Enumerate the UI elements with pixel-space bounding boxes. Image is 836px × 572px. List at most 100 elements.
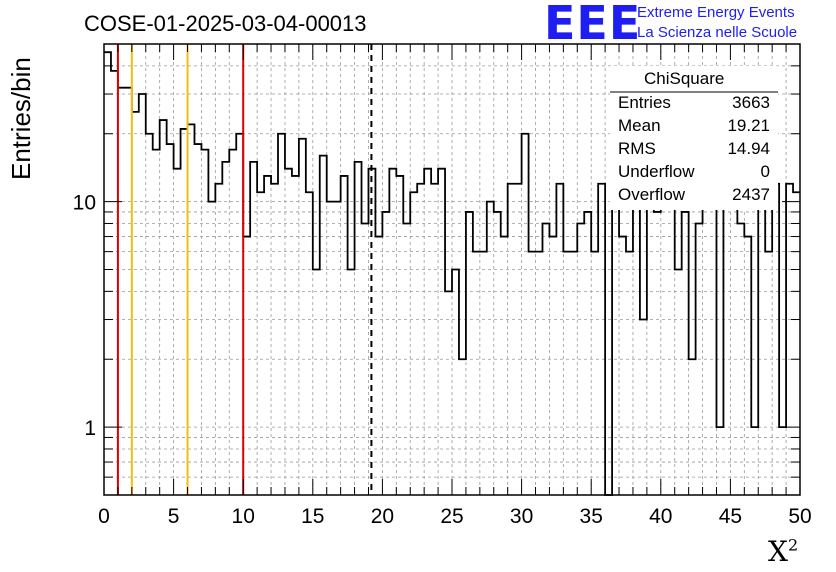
histogram-bin — [696, 223, 703, 495]
histogram-bin — [730, 202, 737, 495]
histogram-bin — [716, 427, 723, 495]
histogram-bin — [201, 150, 208, 495]
histogram-bin — [640, 320, 647, 495]
x-axis-label: X2 — [768, 535, 798, 568]
histogram-bin — [445, 291, 452, 495]
histogram-bin — [508, 184, 515, 495]
histogram-bin — [487, 202, 494, 495]
histogram-bin — [146, 134, 153, 495]
histogram-bin — [250, 162, 257, 495]
eee-logo: EEE — [544, 0, 642, 50]
histogram-bin — [647, 202, 654, 495]
histogram-bin — [389, 169, 396, 495]
histogram-bin — [668, 184, 675, 495]
x-tick-label: 15 — [301, 505, 324, 528]
stats-box — [610, 66, 778, 210]
histogram-bin — [306, 192, 313, 495]
histogram-bin — [522, 134, 529, 495]
histogram-bin — [793, 192, 800, 495]
x-tick-label: 35 — [580, 505, 603, 528]
stats-name: ChiSquare — [644, 69, 725, 88]
histogram-bin — [264, 176, 271, 495]
histogram-bin — [703, 192, 710, 495]
histogram-bin — [396, 176, 403, 495]
x-axis-label-sup: 2 — [787, 535, 799, 555]
histogram-bin — [598, 184, 605, 495]
stats-label: RMS — [618, 139, 656, 158]
histogram-bin — [424, 169, 431, 495]
stats-value: 19.21 — [727, 116, 770, 135]
x-tick-label: 5 — [168, 505, 180, 528]
stats-background — [610, 66, 778, 210]
histogram-bin — [327, 202, 334, 495]
histogram-bin — [417, 184, 424, 495]
y-axis-label: Entries/bin — [6, 57, 36, 180]
histogram-bin — [765, 252, 772, 495]
histogram-bin — [619, 237, 626, 495]
stats-value: 0 — [760, 162, 770, 181]
histogram-bin — [473, 252, 480, 495]
histogram-bin — [675, 270, 682, 496]
x-tick-label: 40 — [649, 505, 672, 528]
histogram-bin — [167, 144, 174, 495]
histogram-bin — [459, 359, 466, 495]
histogram-bin — [271, 184, 278, 495]
chart-title: COSE-01-2025-03-04-00013 — [84, 11, 367, 36]
x-tick-label: 10 — [232, 505, 255, 528]
histogram-bin — [633, 184, 640, 495]
histogram-bin — [751, 427, 758, 495]
histogram-bin — [257, 192, 264, 495]
histogram-bin — [153, 150, 160, 495]
histogram-bin — [737, 223, 744, 495]
histogram-bin — [215, 184, 222, 495]
histogram-bin — [549, 237, 556, 495]
histogram-bin — [786, 184, 793, 495]
reference-lines — [116, 44, 373, 495]
histogram-bin — [174, 169, 181, 495]
histogram-bin — [779, 427, 786, 495]
histogram-bin — [515, 184, 522, 495]
histogram-bin — [313, 270, 320, 496]
y-tick-label: 1 — [84, 417, 96, 440]
histogram-bin — [236, 134, 243, 495]
histogram-bin — [362, 223, 369, 495]
axis-ticks — [103, 44, 801, 495]
histogram-bin — [536, 252, 543, 495]
y-tick-label: 10 — [73, 192, 96, 215]
histogram-bin — [292, 176, 299, 495]
histogram-bin — [320, 156, 327, 495]
x-tick-label: 45 — [719, 505, 742, 528]
stats-label: Overflow — [618, 185, 686, 204]
histogram-bin — [466, 212, 473, 495]
histogram-bin — [480, 252, 487, 495]
histogram-bin — [494, 212, 501, 495]
histogram-bin — [278, 134, 285, 495]
histogram-bin — [111, 71, 118, 495]
histogram-bin — [375, 237, 382, 495]
histogram-bin — [758, 192, 765, 495]
histogram-bin — [208, 202, 215, 495]
histogram-bin — [341, 176, 348, 495]
histogram-bin — [334, 202, 341, 495]
histogram-bin — [501, 237, 508, 495]
x-axis-label-text: X — [768, 535, 788, 568]
x-tick-label: 30 — [510, 505, 533, 528]
histogram-bin — [285, 169, 292, 495]
histogram-bin — [431, 184, 438, 495]
histogram-bin — [194, 144, 201, 495]
histogram-bin — [382, 212, 389, 495]
histogram-bin — [556, 184, 563, 495]
histogram-bin — [104, 52, 111, 495]
histogram-bin — [410, 192, 417, 495]
logo-line-1: Extreme Energy Events — [637, 4, 795, 21]
stats-label: Entries — [618, 93, 671, 112]
logo-line-2: La Scienza nelle Scuole — [637, 24, 798, 41]
histogram-bin — [160, 120, 167, 495]
histogram-bin — [570, 252, 577, 495]
histogram-bin — [125, 88, 132, 495]
x-tick-label: 25 — [440, 505, 463, 528]
tick-labels: 0 5 10 15 20 25 30 35 40 45 50 1 10 — [73, 192, 812, 528]
histogram-bin — [654, 212, 661, 495]
histogram-bin — [181, 129, 188, 495]
histogram-bin — [229, 150, 236, 495]
